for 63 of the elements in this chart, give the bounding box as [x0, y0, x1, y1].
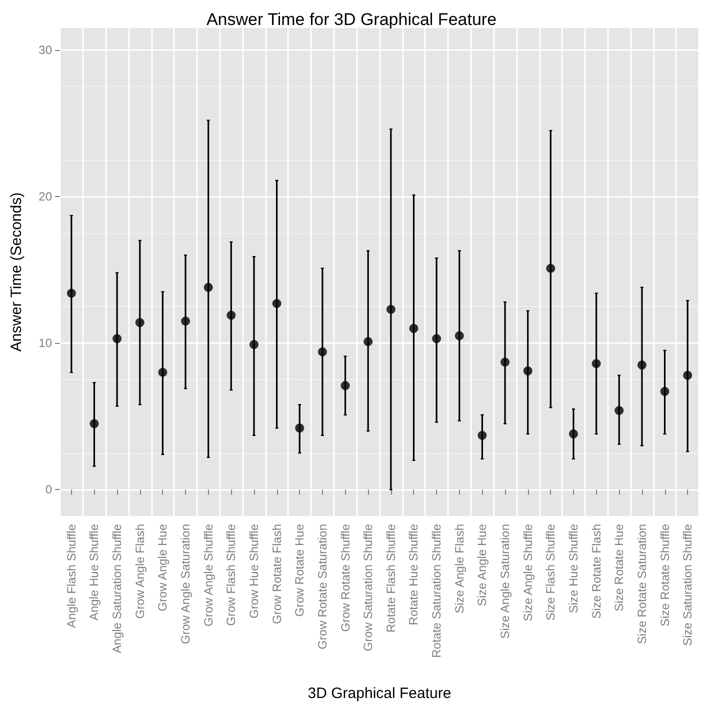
chart-title: Answer Time for 3D Graphical Feature: [206, 10, 497, 29]
x-axis-title: 3D Graphical Feature: [308, 685, 452, 702]
point: [683, 370, 692, 380]
x-tick-label: Grow Rotate Flash: [270, 524, 284, 624]
point: [364, 337, 373, 346]
x-tick-label: Size Rotate Hue: [612, 524, 626, 612]
x-tick-label: Rotate Flash Shuffle: [384, 524, 398, 633]
y-tick-label: 30: [38, 42, 52, 57]
x-tick-label: Grow Saturation Shuffle: [361, 524, 376, 652]
x-tick-label: Rotate Saturation Shuffle: [430, 524, 444, 658]
y-tick-label: 0: [45, 482, 52, 497]
point: [135, 318, 144, 328]
x-tick-label: Grow Flash Shuffle: [224, 524, 238, 626]
point: [523, 366, 532, 376]
point: [181, 316, 190, 326]
point: [478, 430, 487, 440]
x-tick-label: Grow Rotate Hue: [292, 524, 307, 617]
x-tick-label: Size Rotate Flash: [589, 524, 604, 619]
x-tick-label: Size Hue Shuffle: [566, 524, 580, 614]
x-tick-label: Grow Rotate Shuffle: [338, 524, 352, 632]
x-tick-label: Grow Rotate Saturation: [315, 524, 330, 650]
x-tick-label: Angle Hue Shuffle: [87, 524, 102, 621]
point: [592, 359, 601, 368]
point: [409, 324, 418, 333]
x-tick-label: Size Saturation Shuffle: [680, 524, 695, 646]
y-axis-title: Answer Time (Seconds): [8, 192, 25, 352]
x-tick-label: Grow Angle Saturation: [178, 524, 193, 644]
point: [295, 424, 304, 433]
point: [158, 368, 168, 377]
x-tick-label: Size Flash Shuffle: [544, 524, 558, 620]
point: [386, 304, 396, 314]
point: [340, 381, 350, 390]
point: [226, 310, 236, 320]
x-tick-label: Size Angle Saturation: [498, 524, 512, 639]
x-tick-label: Grow Angle Hue: [156, 524, 170, 612]
point: [660, 386, 670, 396]
x-tick-label: Size Rotate Shuffle: [658, 524, 672, 627]
point: [546, 264, 556, 273]
point: [272, 299, 282, 308]
x-tick-label: Size Angle Hue: [475, 524, 490, 606]
x-tick-label: Angle Saturation Shuffle: [110, 524, 124, 654]
x-tick-label: Size Angle Shuffle: [520, 524, 535, 622]
x-tick-label: Size Rotate Saturation: [634, 524, 649, 644]
point: [568, 429, 578, 438]
point: [500, 358, 510, 367]
point: [614, 406, 624, 415]
x-tick-label: Grow Hue Shuffle: [246, 524, 261, 618]
x-tick-label: Grow Angle Shuffle: [201, 524, 216, 627]
y-tick-label: 10: [38, 336, 52, 350]
point: [249, 340, 258, 350]
y-tick-label: 20: [38, 190, 52, 204]
point: [90, 419, 99, 428]
x-tick-label: Size Angle Flash: [452, 524, 466, 614]
point: [454, 331, 464, 340]
point: [637, 360, 646, 370]
point: [318, 347, 327, 356]
point: [66, 288, 76, 298]
point: [112, 334, 122, 344]
x-tick-label: Grow Angle Flash: [132, 524, 147, 619]
x-tick-label: Angle Flash Shuffle: [64, 524, 78, 628]
point: [204, 282, 213, 292]
x-tick-label: Rotate Hue Shuffle: [406, 524, 421, 626]
point: [432, 334, 442, 344]
